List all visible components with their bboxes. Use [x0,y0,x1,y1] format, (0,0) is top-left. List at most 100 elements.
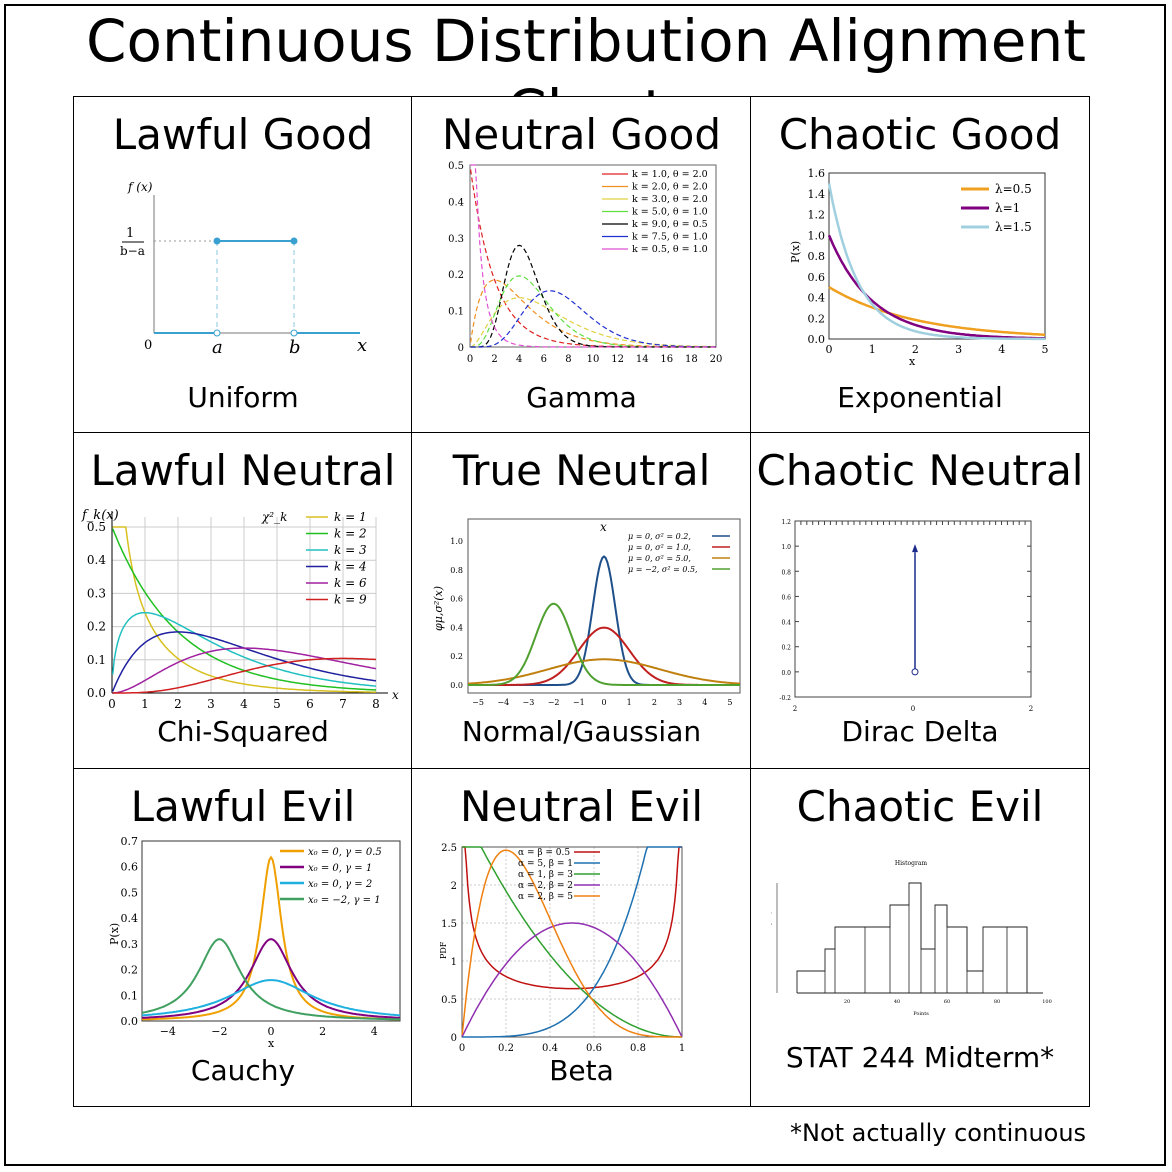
cauchy-ytick: 0.7 [121,835,139,848]
page-frame [4,4,1166,1166]
uniform-height-num: 1 [126,226,134,241]
beta-series-line [461,849,682,1038]
dirac-arrow-head [912,544,918,553]
chisq-xtick: 4 [240,697,248,711]
normal-xtick: 1 [627,698,632,707]
cauchy-xtick: −2 [211,1025,227,1038]
dirac-delta-plot: 1.21.00.80.60.40.20.0-0.22 0 2 [779,519,1033,713]
normal-legend-label: μ = 0, σ² = 5.0, [628,554,691,563]
beta-ytick: 2.5 [441,843,457,854]
beta-xtick: 0.4 [542,1043,558,1054]
exp-xtick: 2 [912,343,919,356]
beta-legend-label: α = 2, β = 2 [518,881,573,891]
footnote: *Not actually continuous [790,1119,1087,1147]
beta-ylabel: PDF [439,941,448,959]
gamma-legend-label: k = 1.0, θ = 2.0 [632,169,708,180]
cell-neutral-good: Neutral Good 0 0.1 0.2 0.3 0.4 0.5 0 2 4 6 8 10 12 14… [411,96,752,434]
chisq-ytick: 0.1 [87,653,106,667]
uniform-ylabel: f (x) [127,180,153,194]
dirac-base-point [911,668,919,676]
gamma-xtick: 20 [710,354,723,365]
gamma-ytick: 0.1 [448,307,464,318]
gamma-xtick: 14 [636,354,649,365]
alignment-label: Lawful Evil [130,782,356,831]
gamma-series-line [470,164,716,348]
alignment-label: Lawful Neutral [90,446,396,495]
gamma-xtick: 6 [541,354,547,365]
cauchy-series-line [141,938,401,1021]
normal-ylabel: φμ,σ²(x) [432,586,445,631]
normal-xlabel: x [600,520,607,534]
chisq-xtick: 3 [207,697,215,711]
beta-xtick: 0 [459,1043,465,1054]
cauchy-legend-label: x₀ = 0, γ = 1 [308,863,372,874]
chisq-xtick: 7 [339,697,347,711]
chisq-legend-label: k = 1 [334,510,367,524]
chisq-title: χ²_k [261,510,287,524]
exp-ylabel: P(x) [789,241,802,263]
gamma-xtick: 4 [516,354,522,365]
chisq-xtick: 0 [108,697,116,711]
gamma-ytick: 0.4 [448,197,464,208]
normal-frame [467,518,741,694]
hist-xtick: 80 [994,999,1000,1005]
dirac-ytick: -0.2 [779,695,791,702]
normal-series-line [467,658,741,685]
dirac-ytick: 0.4 [781,620,791,627]
chisq-series-line [111,611,377,687]
uniform-plot: f (x) 1 b−a 0 a b x [120,180,367,358]
cauchy-frame [141,840,401,1022]
hist-outline [796,882,1043,994]
cell-lawful-good: Lawful Good f (x) 1 b−a 0 a b x Uniform [73,96,413,434]
normal-xtick: 5 [727,698,732,707]
chisq-ytick: 0.2 [87,620,106,634]
cauchy-ytick: 0.5 [121,886,139,899]
gamma-legend-label: k = 5.0, θ = 1.0 [632,207,708,218]
normal-xtick: −1 [573,698,585,707]
chisq-xtick: 6 [306,697,314,711]
hist-ylabel: Frequency [771,911,772,933]
normal-ytick: 1.0 [450,537,463,546]
normal-xtick: −5 [472,698,484,707]
hist-xlabel: Points [913,1011,929,1017]
cauchy-ytick: 0.0 [121,1015,139,1028]
alignment-label: Chaotic Neutral [756,446,1084,495]
cauchy-ytick: 0.1 [121,989,139,1002]
distribution-label: Chi-Squared [157,715,329,748]
normal-legend-label: μ = −2, σ² = 0.5, [628,565,698,574]
cauchy-legend-label: x₀ = 0, γ = 2 [308,879,372,890]
uniform-closed-point-b [290,237,298,245]
chisq-legend-label: k = 4 [334,560,367,574]
cell-chaotic-neutral: Chaotic Neutral 1.2 1.0 0.8 0.6 0.4 0.2 0.0 -0.… [750,432,1090,770]
normal-legend-label: μ = 0, σ² = 0.2, [628,532,691,541]
chisq-series-line [112,526,376,693]
alignment-label: Neutral Evil [459,782,704,831]
normal-xtick: 0 [601,698,606,707]
exponential-plot: 0.0 0.2 0.4 0.6 0.8 1.0 1.2 1.4 1.6 0 1 2 3 4 5 P(x) x λ=… [789,167,1049,367]
distribution-label: Uniform [187,381,299,414]
cauchy-series-line [141,979,401,1017]
beta-xtick: 0.2 [498,1043,514,1054]
midterm-histogram-plot: Histogram 20 40 60 80 100 Points Frequency [771,860,1052,1017]
hist-xtick: 40 [894,999,900,1005]
uniform-open-point-a [213,329,221,337]
exp-ytick: 0.4 [808,292,826,305]
exp-legend-label: λ=1.5 [995,220,1032,234]
hist-xtick: 20 [844,999,850,1005]
cauchy-plot: 0.0 0.1 0.2 0.3 0.4 0.5 0.6 0.7 −4 −2 0 2 4 P(x) x x₀ =… [108,835,401,1049]
normal-ytick: 0.6 [450,595,463,604]
beta-frame [461,846,683,1038]
beta-series-line [462,846,682,1038]
normal-ytick: 0.0 [450,681,463,690]
cell-lawful-evil: Lawful Evil 0.0 0.1 0.2 0.3 0.4 0.5 0.6 0.7 −4 −2… [73,768,413,1107]
normal-legend-label: μ = 0, σ² = 1.0, [628,543,691,552]
gamma-legend-label: k = 3.0, θ = 2.0 [632,194,708,205]
alignment-label: Chaotic Evil [796,782,1044,831]
cauchy-legend-label: x₀ = −2, γ = 1 [308,895,381,906]
distribution-label: Exponential [837,381,1003,414]
chisq-ytick: 0.5 [87,520,106,534]
exp-ytick: 1.6 [808,167,826,180]
beta-legend-label: α = 2, β = 5 [518,892,573,902]
beta-ytick: 1.5 [441,919,457,930]
normal-series-line [468,602,740,686]
